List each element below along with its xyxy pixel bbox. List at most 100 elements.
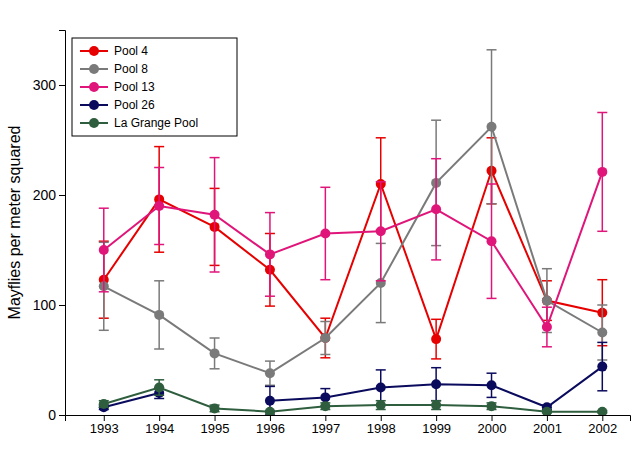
point xyxy=(597,328,607,338)
error-bar-cap xyxy=(597,112,607,114)
error-bar-cap xyxy=(542,268,552,270)
point xyxy=(265,396,275,406)
error-bar-cap xyxy=(210,271,220,273)
legend-frame xyxy=(72,38,237,136)
x-tick-label: 2001 xyxy=(533,421,562,436)
point xyxy=(542,296,552,306)
x-tick-label: 2002 xyxy=(588,421,617,436)
legend-entry: Pool 4 xyxy=(80,44,148,58)
error-bar xyxy=(320,322,330,355)
x-tick: 2002 xyxy=(588,415,617,436)
legend-marker xyxy=(89,46,99,56)
y-tick: 0 xyxy=(48,407,65,423)
legend-label: Pool 4 xyxy=(114,44,148,58)
legend-marker xyxy=(89,64,99,74)
error-bar-cap xyxy=(431,319,441,321)
x-tick-label: 1993 xyxy=(90,421,119,436)
y-tick-label: 100 xyxy=(33,297,57,313)
x-tick: 2000 xyxy=(478,415,507,436)
x-tick-label: 1995 xyxy=(201,421,230,436)
x-tick: 1995 xyxy=(201,415,230,436)
point xyxy=(542,322,552,332)
point xyxy=(431,379,441,389)
x-tick-mark xyxy=(270,415,271,421)
point xyxy=(320,392,330,402)
legend-marker xyxy=(89,118,99,128)
x-tick: 1993 xyxy=(90,415,119,436)
error-bar-cap xyxy=(431,358,441,360)
point xyxy=(431,334,441,344)
point xyxy=(320,333,330,343)
point xyxy=(376,383,386,393)
error-bar-cap xyxy=(210,157,220,159)
point xyxy=(99,245,109,255)
x-tick-label: 2000 xyxy=(478,421,507,436)
y-tick-mark xyxy=(59,195,65,196)
error-bar-cap xyxy=(320,279,330,281)
series-line xyxy=(104,367,603,408)
error-bar-cap xyxy=(265,385,275,387)
point xyxy=(431,400,441,410)
error-bar xyxy=(487,184,497,298)
error-bar-cap xyxy=(154,348,164,350)
error-bar xyxy=(265,361,275,385)
series xyxy=(99,342,608,415)
point xyxy=(376,226,386,236)
x-tick-mark xyxy=(602,415,603,421)
legend-entry: Pool 13 xyxy=(80,80,155,94)
point xyxy=(431,204,441,214)
error-bar-cap xyxy=(99,330,109,332)
point xyxy=(597,167,607,177)
error-bar-cap xyxy=(320,357,330,359)
point xyxy=(487,401,497,411)
error-bar xyxy=(154,168,164,245)
legend-label: Pool 26 xyxy=(114,98,155,112)
x-tick: 2001 xyxy=(533,415,562,436)
error-bar xyxy=(320,318,330,358)
chart: 0 100 200 300 1993 1994 1995 1996 1997 1998 1999 20… xyxy=(0,0,640,457)
point xyxy=(320,401,330,411)
legend-marker xyxy=(89,100,99,110)
y-axis-line xyxy=(59,31,66,416)
x-tick-mark xyxy=(547,415,548,421)
error-bar xyxy=(597,342,607,390)
x-tick-mark xyxy=(215,415,216,421)
x-tick-label: 1994 xyxy=(145,421,174,436)
error-bar-cap xyxy=(320,354,330,356)
series xyxy=(99,113,608,347)
error-bar-cap xyxy=(99,291,109,293)
point xyxy=(154,383,164,393)
error-bar-cap xyxy=(597,279,607,281)
x-tick-mark xyxy=(492,415,493,421)
x-tick: 1999 xyxy=(422,415,451,436)
legend-entry: La Grange Pool xyxy=(80,116,198,130)
error-bar xyxy=(487,373,497,397)
point xyxy=(487,236,497,246)
y-tick: 300 xyxy=(33,77,65,93)
x-tick: 1997 xyxy=(311,415,340,436)
y-axis-title: Mayflies per meter squared xyxy=(6,126,23,320)
error-bar xyxy=(597,113,607,232)
error-bar-cap xyxy=(265,386,275,388)
x-tick: 1998 xyxy=(367,415,396,436)
error-bar-cap xyxy=(431,367,441,369)
x-tick-label: 1997 xyxy=(311,421,340,436)
error-bar-stem xyxy=(158,147,160,253)
error-bar-cap xyxy=(487,183,497,185)
error-bar-cap xyxy=(597,342,607,344)
error-bar-cap xyxy=(376,280,386,282)
error-bar-cap xyxy=(154,280,164,282)
error-bar xyxy=(320,187,330,279)
x-tick-mark xyxy=(159,415,160,421)
error-bar-cap xyxy=(154,244,164,246)
point xyxy=(542,296,552,306)
error-bar-cap xyxy=(320,388,330,390)
point xyxy=(265,368,275,378)
error-bar-cap xyxy=(376,137,386,139)
error-bar xyxy=(376,182,386,281)
error-bar xyxy=(210,338,220,369)
error-bar-cap xyxy=(431,158,441,160)
error-bar-cap xyxy=(154,251,164,253)
y-tick-label: 200 xyxy=(33,187,57,203)
x-tick: 1996 xyxy=(256,415,285,436)
